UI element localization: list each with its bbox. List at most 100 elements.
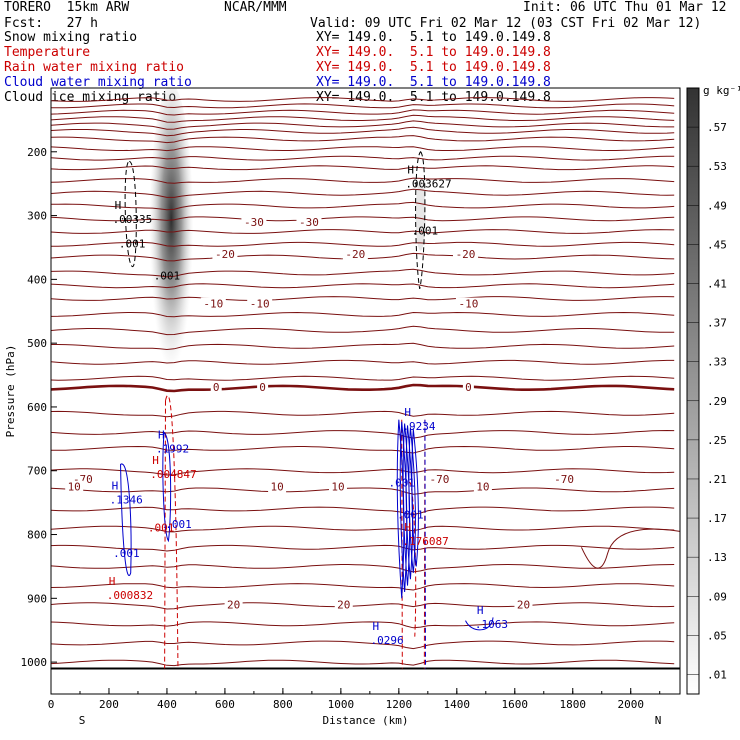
cloud-water-contour — [402, 423, 411, 586]
y-tick-label: 200 — [27, 146, 47, 159]
x-tick-label: 0 — [48, 698, 55, 711]
contour-label: .001 — [119, 237, 146, 250]
ice-contour — [124, 160, 137, 268]
field-xy-range: XY= 149.0. 5.1 to 149.0.149.8 — [316, 60, 551, 75]
left-end-label: S — [79, 714, 86, 727]
isotherm-line — [51, 563, 675, 573]
isotherm-label: 10 — [476, 481, 489, 494]
isotherm-label: -70 — [554, 473, 574, 486]
max-marker: H — [152, 454, 159, 467]
isotherm-line — [51, 216, 675, 222]
isotherm-label-bg — [200, 297, 226, 310]
max-value: .000832 — [107, 589, 153, 602]
y-tick-label: 900 — [27, 592, 47, 605]
isotherm-line — [51, 445, 675, 454]
isotherm-line — [51, 525, 675, 533]
colorbar-unit: g kg⁻¹ — [703, 84, 740, 97]
isotherm-label-bg — [473, 480, 492, 493]
isotherm-label: -30 — [244, 216, 264, 229]
colorbar-tick-label: .17 — [707, 512, 727, 525]
isotherm-line — [51, 602, 675, 610]
valid-time: Valid: 09 UTC Fri 02 Mar 12 (03 CST Fri … — [310, 16, 702, 31]
isotherm-line — [51, 506, 675, 516]
isotherm-line — [51, 97, 675, 102]
cloud-water-contour — [120, 463, 132, 576]
x-tick-label: 1200 — [386, 698, 413, 711]
isotherm-line — [51, 487, 675, 495]
ice-shading-main — [149, 88, 194, 385]
colorbar-tick-label: .29 — [707, 395, 727, 408]
x-tick-label: 1400 — [444, 698, 471, 711]
plot-header: TORERO 15km ARW NCAR/MMM Init: 06 UTC Th… — [0, 0, 740, 115]
isotherm-line — [51, 342, 675, 351]
isotherm-label-bg — [65, 480, 84, 493]
isotherm-line — [51, 325, 675, 336]
isotherm-label: 10 — [331, 481, 344, 494]
colorbar-tick-label: .53 — [707, 160, 727, 173]
max-marker: H — [112, 479, 119, 492]
y-tick-label: 700 — [27, 465, 47, 478]
isotherm-label: 0 — [259, 381, 266, 394]
max-marker: H — [158, 428, 165, 441]
isotherm-line — [51, 283, 675, 289]
isotherm-label-bg — [296, 215, 322, 228]
field-xy-range: XY= 149.0. 5.1 to 149.0.149.8 — [316, 75, 551, 90]
isotherm-line — [51, 640, 675, 650]
contour-label: .001 — [154, 269, 181, 282]
isotherm-line — [51, 296, 675, 301]
colorbar-tick-label: .33 — [707, 356, 727, 369]
isotherm-label: 20 — [227, 599, 240, 612]
max-value: .1063 — [475, 618, 508, 631]
y-tick-label: 300 — [27, 210, 47, 223]
isotherm-label: 20 — [337, 599, 350, 612]
colorbar-tick-label: .49 — [707, 199, 727, 212]
y-tick-label: 600 — [27, 401, 47, 414]
max-value: .1992 — [156, 442, 189, 455]
cloud-water-contour — [396, 419, 405, 599]
colorbar-tick-label: .45 — [707, 238, 727, 251]
isotherm-label: -10 — [250, 298, 270, 311]
cloud-water-contour — [405, 425, 414, 580]
isotherm-label: -10 — [203, 298, 223, 311]
x-tick-label: 1800 — [560, 698, 587, 711]
colorbar-tick-label: .09 — [707, 590, 727, 603]
isotherm-label: -70 — [429, 473, 449, 486]
isotherm-line — [51, 120, 675, 130]
contour-label: .001 — [148, 521, 175, 534]
ice-shading-north — [415, 180, 426, 251]
y-tick-label: 1000 — [21, 656, 48, 669]
field-xy-range: XY= 149.0. 5.1 to 149.0.149.8 — [316, 90, 551, 105]
y-axis-label: Pressure (hPa) — [4, 345, 17, 438]
x-tick-label: 1600 — [502, 698, 529, 711]
field-name: Temperature — [4, 45, 91, 60]
contour-label: .001 — [388, 477, 415, 490]
isotherm-line — [51, 375, 675, 381]
max-marker: H — [115, 199, 122, 212]
max-marker: H — [404, 406, 411, 419]
isotherm-line — [51, 114, 675, 123]
max-value: .004847 — [150, 468, 196, 481]
isotherm-line — [51, 659, 675, 667]
forecast-hour: Fcst: 27 h — [4, 16, 98, 31]
x-tick-label: 200 — [99, 698, 119, 711]
colorbar-tick-label: .21 — [707, 473, 727, 486]
isotherm-label-bg — [224, 598, 243, 611]
max-marker: H — [407, 164, 414, 177]
y-tick-label: 400 — [27, 273, 47, 286]
rain-contour — [164, 395, 179, 669]
colorbar-tick-label: .57 — [707, 121, 727, 134]
max-value: .00335 — [113, 213, 153, 226]
isotherm-label: -10 — [458, 298, 478, 311]
cloud-water-contour — [408, 427, 416, 573]
cloud-water-contour — [162, 431, 172, 543]
isotherm-label: -30 — [299, 216, 319, 229]
isotherm-line — [51, 410, 675, 418]
isotherm-line — [51, 103, 675, 109]
cloud-water-contour — [465, 617, 494, 631]
isotherm-label-bg — [268, 480, 287, 493]
isotherm-label: 20 — [517, 599, 530, 612]
max-value: .9234 — [402, 420, 435, 433]
isotherm-line — [51, 429, 675, 439]
field-name: Cloud water mixing ratio — [4, 75, 192, 90]
isotherm-line — [51, 383, 675, 393]
